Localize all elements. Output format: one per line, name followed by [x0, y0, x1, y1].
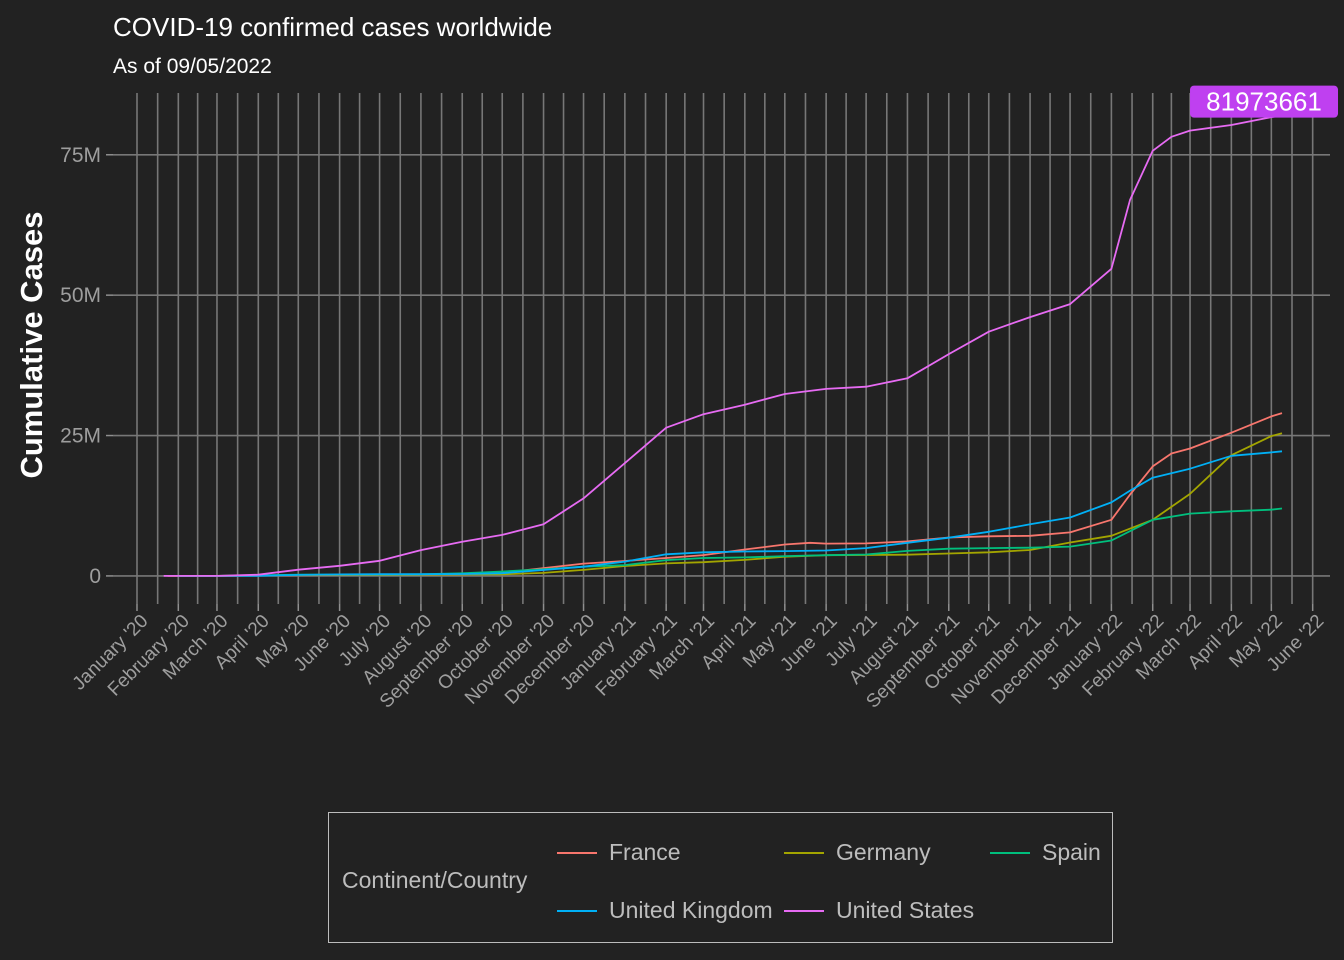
legend-label-germany: Germany: [836, 839, 931, 865]
legend-label-spain: Spain: [1042, 839, 1101, 865]
annotation-layer: 81973661: [1190, 85, 1339, 118]
legend: Continent/Country France Germany Spain U…: [328, 812, 1113, 943]
legend-label-france: France: [609, 839, 681, 865]
legend-key-united-kingdom: [557, 910, 597, 912]
legend-key-germany: [784, 852, 824, 854]
chart-subtitle: As of 09/05/2022: [113, 55, 272, 78]
annotation-box: [1190, 85, 1339, 118]
series-lines: [163, 114, 1283, 577]
series-line-united-states: [163, 114, 1283, 577]
chart-title: COVID-19 confirmed cases worldwide: [113, 12, 553, 42]
legend-label-united-kingdom: United Kingdom: [609, 897, 773, 923]
y-tick-label: 0: [89, 565, 101, 588]
series-line-united-kingdom: [177, 450, 1283, 577]
legend-label-united-states: United States: [836, 897, 975, 923]
annotation-text: 81973661: [1206, 87, 1322, 117]
y-axis-label: Cumulative Cases: [14, 211, 49, 478]
grid: [113, 93, 1330, 604]
annotation-label: 81973661: [1190, 85, 1339, 118]
y-tick-label: 75M: [60, 144, 101, 167]
legend-key-united-states: [784, 910, 824, 912]
legend-key-spain: [990, 852, 1030, 854]
legend-key-france: [557, 852, 597, 854]
y-tick-label: 25M: [60, 425, 101, 448]
legend-title: Continent/Country: [342, 867, 528, 893]
y-tick-label: 50M: [60, 284, 101, 307]
series-line-germany: [171, 432, 1283, 577]
